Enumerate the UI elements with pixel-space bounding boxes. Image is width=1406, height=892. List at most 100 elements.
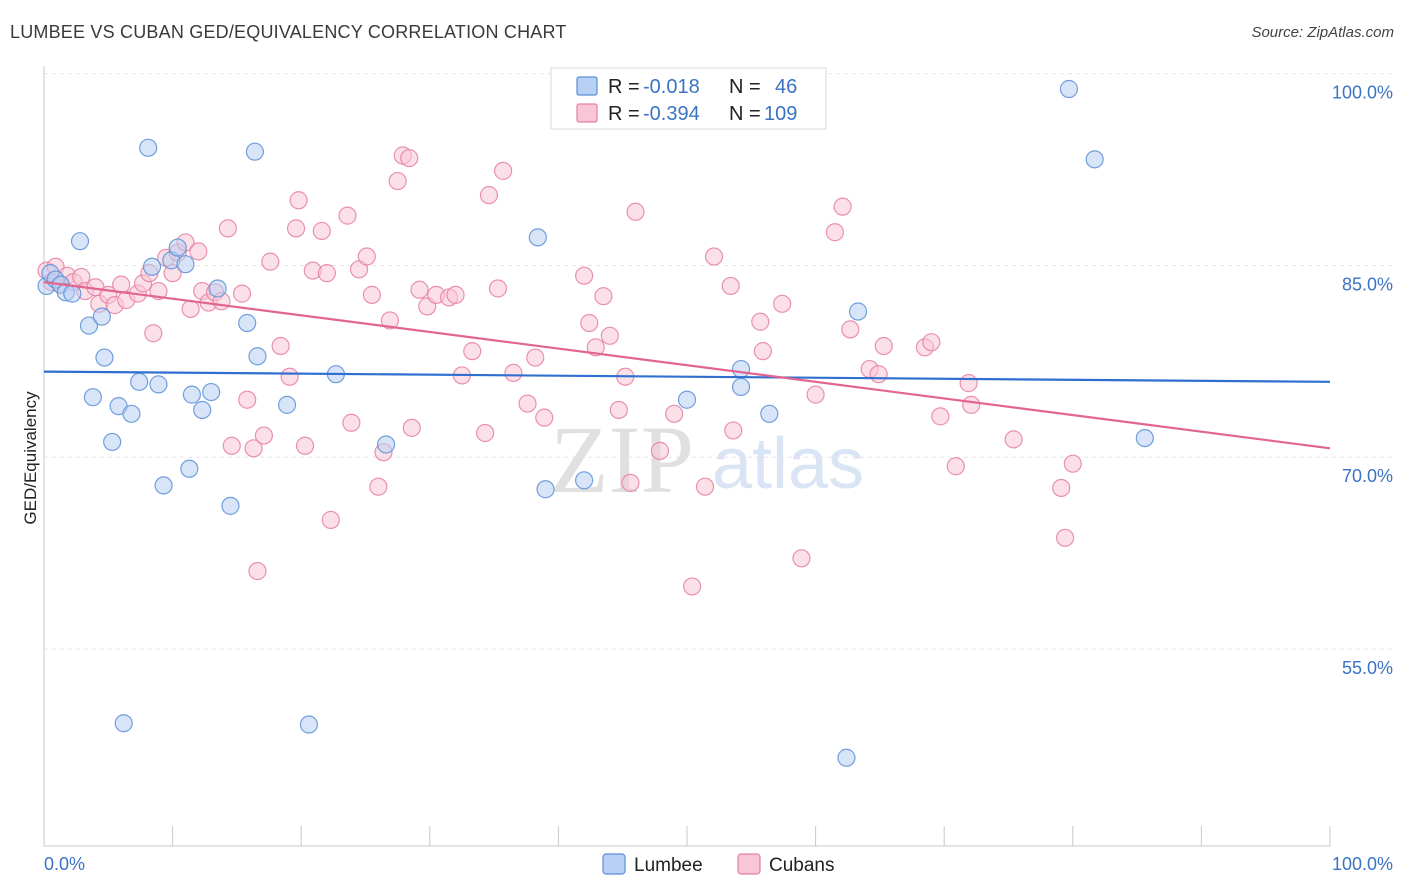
cubans-point (362, 285, 382, 304)
cubans-point (312, 221, 331, 241)
cubans-point (317, 264, 337, 283)
cubans-point (704, 247, 724, 266)
cubans-point (825, 223, 844, 242)
lumbee-point (130, 372, 149, 391)
lumbee-point (248, 347, 267, 366)
y-tick-label: 70.0% (1342, 466, 1393, 486)
y-tick-label: 100.0% (1332, 83, 1393, 103)
legend-swatch-lumbee (576, 76, 598, 96)
cubans-point (695, 477, 715, 496)
cubans-point (683, 577, 702, 596)
lumbee-point (731, 359, 751, 379)
lumbee-point (182, 385, 201, 404)
y-axis-label: GED/Equivalency (21, 391, 40, 525)
cubans-point (609, 400, 628, 420)
lumbee-point (528, 228, 547, 247)
cubans-point (721, 276, 740, 296)
watermark: ZIP atlas (550, 406, 864, 513)
lumbee-point (142, 257, 162, 276)
legend-r-value: -0.394 (643, 103, 700, 125)
lumbee-point (238, 313, 257, 333)
cubans-point (621, 473, 640, 492)
bottom-legend-label-lumbee: Lumbee (634, 855, 703, 876)
cubans-point (626, 202, 645, 221)
lumbee-point (103, 432, 122, 452)
lumbee-point (245, 142, 265, 161)
bottom-legend-swatch-lumbee (602, 853, 626, 875)
cubans-point (380, 311, 400, 330)
cubans-point (446, 285, 465, 304)
cubans-point (535, 408, 554, 427)
cubans-point (575, 266, 594, 285)
legend-r-label: R = (608, 76, 640, 98)
lumbee-point (536, 480, 555, 499)
cubans-point (650, 441, 670, 460)
cubans-point (962, 395, 981, 414)
cubans-point (244, 439, 263, 458)
cubans-point (1055, 528, 1075, 547)
cubans-point (806, 385, 825, 404)
bottom-legend: Lumbee Cubans (602, 853, 835, 876)
cubans-point (959, 374, 978, 393)
lumbee-point (149, 375, 168, 394)
cubans-point (342, 413, 361, 432)
cubans-point (248, 561, 267, 581)
lumbee-point (70, 232, 90, 251)
cubans-point (232, 284, 252, 303)
bottom-legend-label-cubans: Cubans (769, 855, 835, 876)
cubans-point (946, 457, 965, 476)
cubans-point (1052, 478, 1071, 498)
cubans-point (400, 148, 419, 168)
cubans-point (261, 252, 280, 271)
trend-lines (43, 281, 1331, 450)
cubans-point (463, 342, 482, 361)
cubans-point (402, 418, 421, 437)
scatter-points (37, 79, 1154, 767)
cubans-point (218, 219, 237, 238)
cubans-point (665, 404, 684, 423)
watermark-zip: ZIP (550, 406, 694, 513)
cubans-point (254, 426, 274, 445)
legend-r-label: R = (608, 103, 640, 125)
lumbee-point (202, 382, 221, 402)
lumbee-point (168, 238, 187, 257)
lumbee-point (79, 316, 99, 335)
legend-swatch-cubans (576, 103, 598, 123)
cubans-point (189, 242, 208, 261)
x-tick-labels: 0.0% 100.0% (44, 854, 1393, 874)
cubans-point (841, 320, 860, 339)
cubans-point (479, 186, 499, 205)
cubans-point (922, 333, 941, 352)
cubans-point (773, 294, 792, 313)
legend-box: R = -0.018 N = 46 R = -0.394 N = 109 (550, 67, 827, 130)
cubans-point (286, 219, 306, 238)
lumbee-point (277, 395, 297, 414)
lumbee-point (176, 255, 195, 274)
lumbee-point (837, 748, 856, 767)
cubans-point (874, 336, 893, 356)
cubans-point (338, 206, 357, 225)
cubans-point (1004, 430, 1023, 449)
legend-n-value: 46 (775, 76, 797, 98)
lumbee-point (92, 307, 111, 326)
cubans-trend-line (43, 281, 1331, 450)
lumbee-point (154, 476, 173, 495)
cubans-point (792, 549, 811, 568)
lumbee-point (208, 279, 227, 298)
lumbee-point (1135, 428, 1154, 448)
lumbee-point (677, 390, 697, 409)
cubans-point (357, 247, 376, 266)
cubans-point (271, 336, 290, 356)
y-tick-label: 55.0% (1342, 658, 1393, 678)
legend-n-value: 109 (764, 103, 797, 125)
lumbee-trend-line (43, 370, 1331, 383)
cubans-point (1063, 454, 1082, 473)
cubans-point (475, 423, 495, 443)
chart-title: LUMBEE VS CUBAN GED/EQUIVALENCY CORRELAT… (10, 22, 567, 42)
cubans-point (580, 313, 599, 333)
lumbee-point (114, 714, 133, 733)
lumbee-point (122, 404, 141, 423)
legend-n-label: N = (729, 103, 761, 125)
cubans-point (504, 363, 523, 382)
